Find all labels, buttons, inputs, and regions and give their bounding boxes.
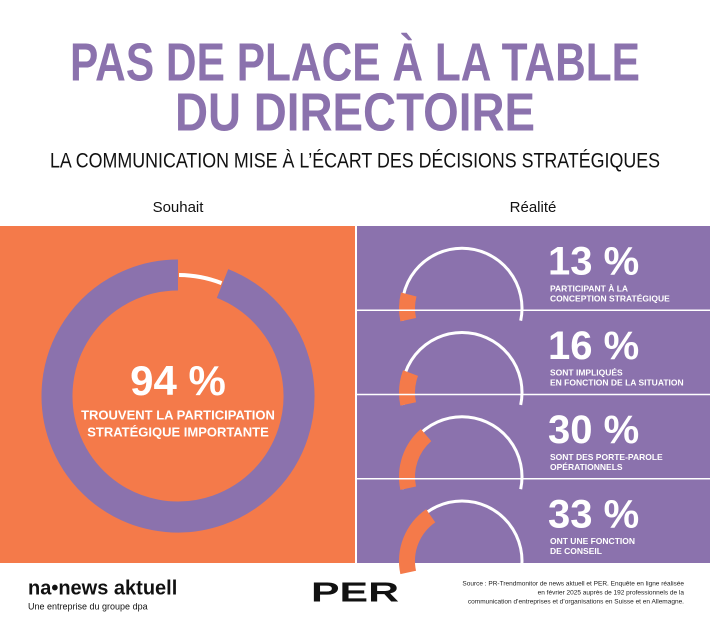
caption: SONT IMPLIQUÉS [550,368,623,378]
title: PAS DE PLACE À LA TABLE [70,32,640,92]
gauge-arc [399,292,417,322]
caption: EN FONCTION DE LA SITUATION [550,378,684,388]
donut-arc [41,259,315,533]
brand: na•news aktuell [28,577,177,599]
title: DU DIRECTOIRE [175,82,535,142]
caption: TROUVENT LA PARTICIPATION [81,407,275,422]
heading: Réalité [510,199,557,216]
source: en février 2025 auprès de 192 profession… [538,590,685,597]
caption: STRATÉGIQUE IMPORTANTE [87,424,269,439]
gauge-track [400,246,524,322]
caption: DE CONSEIL [550,546,602,556]
heading: Souhait [153,199,205,216]
source: communication d’entreprises et d’organis… [468,599,684,606]
gauge-arc [399,509,436,575]
value-label: 94 % [130,357,226,404]
subtitle: LA COMMUNICATION MISE À L’ÉCART DES DÉCI… [50,150,660,173]
caption: OPÉRATIONNELS [550,462,623,472]
caption: SONT DES PORTE-PAROLE [550,452,663,462]
value-label: 13 % [548,240,639,284]
caption: PARTICIPANT À LA [550,283,628,293]
caption: ONT UNE FONCTION [550,536,635,546]
tagline: Une entreprise du groupe dpa [28,601,148,611]
caption: CONCEPTION STRATÉGIQUE [550,293,670,303]
partner-logo: PER [311,576,399,607]
value-label: 16 % [548,324,639,368]
value-label: 33 % [548,492,639,536]
gauge-arc [399,429,432,490]
value-label: 30 % [548,408,639,452]
donut-track [179,273,223,285]
source: Source : PR-Trendmonitor de news aktuell… [462,581,684,588]
gauge-arc [399,370,419,406]
